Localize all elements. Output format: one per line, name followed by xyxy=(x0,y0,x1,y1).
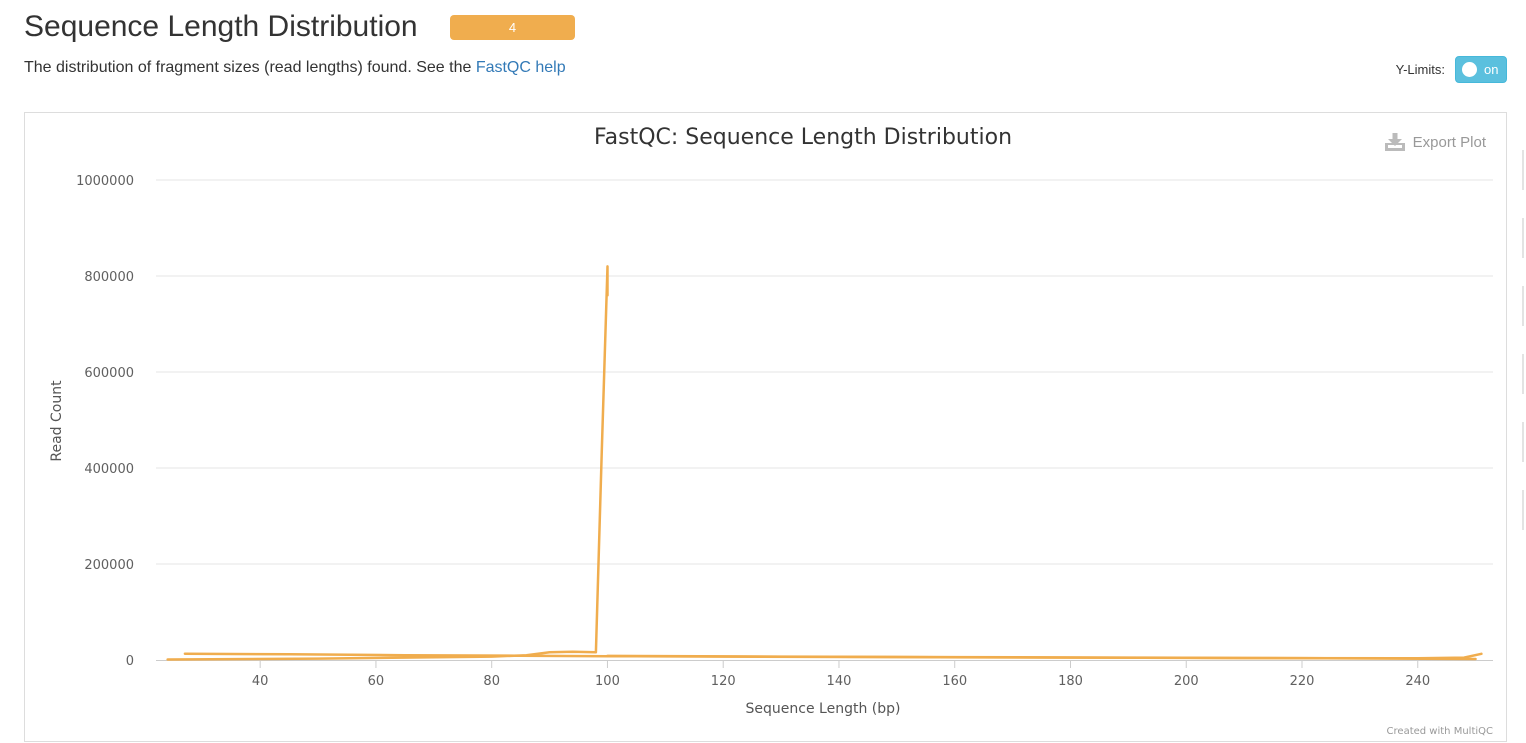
x-tick-label: 120 xyxy=(711,674,736,689)
download-icon xyxy=(1384,133,1405,151)
chart-title: FastQC: Sequence Length Distribution xyxy=(594,125,1012,150)
y-tick-label: 1000000 xyxy=(76,174,134,189)
x-tick-label: 240 xyxy=(1405,674,1430,689)
status-badge[interactable]: 4 xyxy=(450,15,575,40)
y-tick-label: 600000 xyxy=(84,366,134,381)
y-tick-label: 0 xyxy=(126,654,134,669)
series-line xyxy=(606,654,1477,661)
x-tick-label: 220 xyxy=(1290,674,1315,689)
x-tick-label: 60 xyxy=(368,674,385,689)
export-plot-label: Export Plot xyxy=(1412,133,1486,151)
grid-lines xyxy=(156,179,1493,565)
credit-text: Created with MultiQC xyxy=(1387,726,1493,737)
x-tick-label: 200 xyxy=(1174,674,1199,689)
x-tick-label: 100 xyxy=(595,674,620,689)
x-tick-label: 160 xyxy=(942,674,967,689)
toggle-knob xyxy=(1462,62,1477,77)
x-tick-label: 180 xyxy=(1058,674,1083,689)
ylimits-control: Y-Limits: on xyxy=(1396,56,1507,83)
x-tick-label: 140 xyxy=(827,674,852,689)
side-scroll-markers xyxy=(1522,150,1526,550)
section-description: The distribution of fragment sizes (read… xyxy=(24,59,566,77)
y-tick-label: 800000 xyxy=(84,270,134,285)
axes: 0 200000 400000 600000 800000 1000000 40 60 80 10… xyxy=(76,174,1493,689)
series-lines xyxy=(166,265,1483,661)
x-axis-title: Sequence Length (bp) xyxy=(746,701,901,717)
ylimits-label: Y-Limits: xyxy=(1395,62,1445,77)
series-line xyxy=(166,265,609,661)
y-tick-label: 400000 xyxy=(84,462,134,477)
chart-container: 0 200000 400000 600000 800000 1000000 40 60 80 10… xyxy=(24,112,1507,742)
ylimits-toggle[interactable]: on xyxy=(1455,56,1507,83)
description-text: The distribution of fragment sizes (read… xyxy=(24,59,476,76)
line-chart: 0 200000 400000 600000 800000 1000000 40 60 80 10… xyxy=(49,125,1493,737)
y-axis-title: Read Count xyxy=(49,380,65,462)
toggle-state: on xyxy=(1484,62,1499,77)
export-plot-button[interactable]: Export Plot xyxy=(1384,133,1486,151)
y-tick-label: 200000 xyxy=(84,558,134,573)
x-tick-label: 80 xyxy=(483,674,500,689)
x-tick-label: 40 xyxy=(252,674,269,689)
section-title: Sequence Length Distribution xyxy=(24,10,418,43)
fastqc-help-link[interactable]: FastQC help xyxy=(475,59,566,76)
